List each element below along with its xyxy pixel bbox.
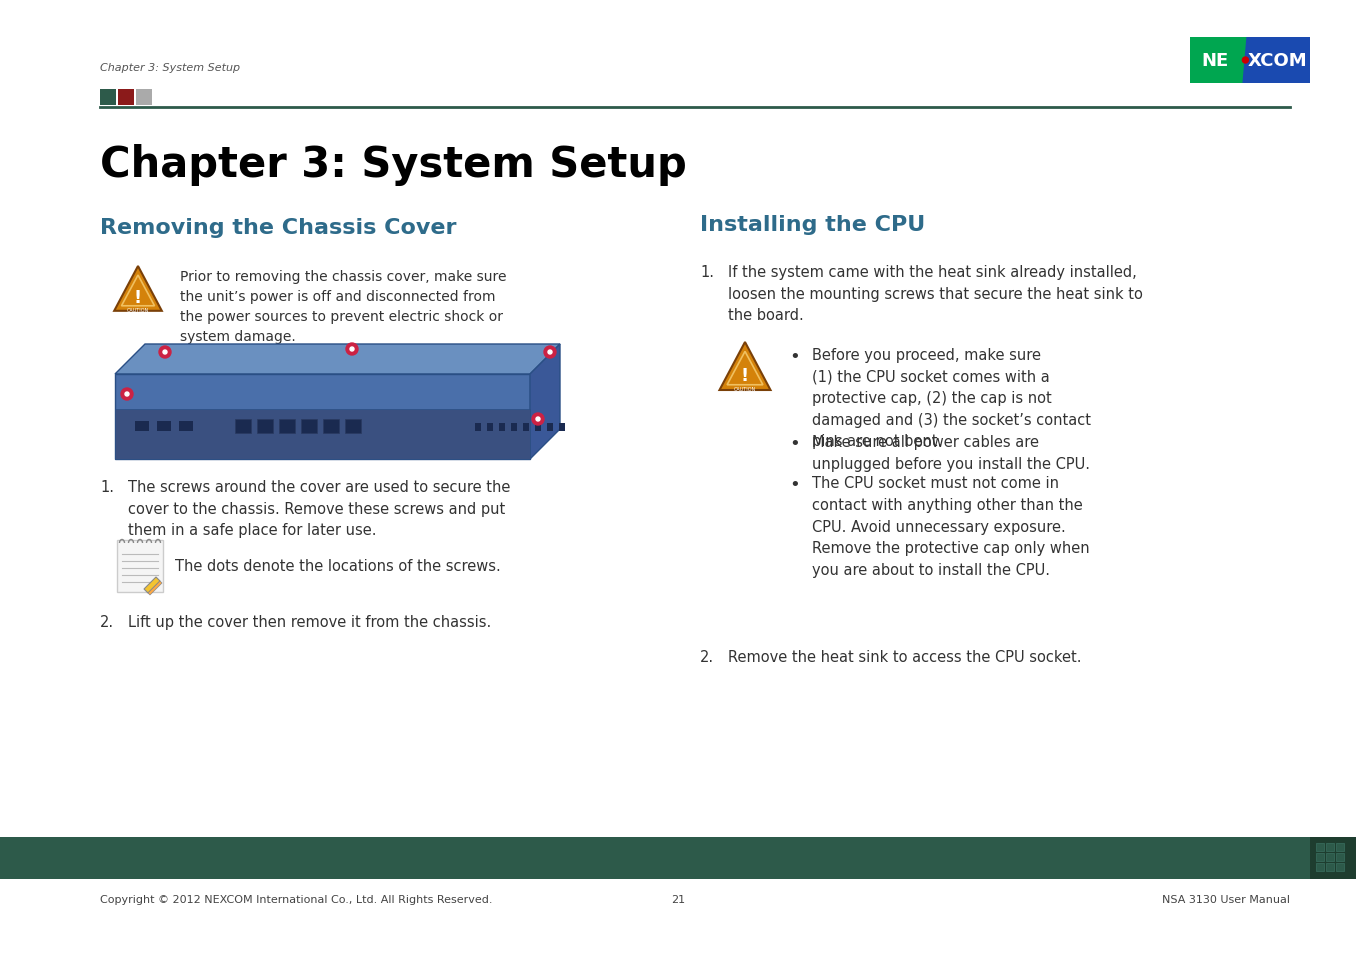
Bar — [117, 540, 163, 593]
Text: !: ! — [134, 289, 142, 307]
Circle shape — [350, 348, 354, 352]
Text: •: • — [789, 476, 800, 494]
Text: 1.: 1. — [100, 479, 114, 495]
Bar — [344, 419, 361, 434]
Bar — [1336, 863, 1344, 871]
Polygon shape — [144, 578, 160, 594]
Bar — [1336, 853, 1344, 862]
Text: If the system came with the heat sink already installed,
loosen the mounting scr: If the system came with the heat sink al… — [728, 265, 1143, 323]
Bar — [0, 837, 1356, 879]
Text: Copyright © 2012 NEXCOM International Co., Ltd. All Rights Reserved.: Copyright © 2012 NEXCOM International Co… — [100, 894, 492, 904]
Bar — [136, 90, 152, 106]
Text: Removing the Chassis Cover: Removing the Chassis Cover — [100, 218, 457, 237]
Circle shape — [536, 417, 540, 421]
Bar — [115, 375, 530, 459]
Polygon shape — [148, 581, 161, 596]
Bar — [475, 423, 481, 432]
Text: 2.: 2. — [100, 615, 114, 629]
Text: 21: 21 — [671, 894, 685, 904]
Text: Remove the heat sink to access the CPU socket.: Remove the heat sink to access the CPU s… — [728, 649, 1082, 664]
Text: •: • — [789, 348, 800, 366]
Bar — [499, 423, 504, 432]
Bar — [1310, 837, 1356, 879]
Text: Chapter 3: System Setup: Chapter 3: System Setup — [100, 144, 687, 186]
Bar — [511, 423, 517, 432]
Text: Lift up the cover then remove it from the chassis.: Lift up the cover then remove it from th… — [127, 615, 491, 629]
Bar — [1241, 38, 1310, 84]
Bar — [546, 423, 553, 432]
Circle shape — [346, 344, 358, 355]
Bar — [115, 410, 530, 459]
Bar — [1317, 863, 1323, 871]
Circle shape — [125, 393, 129, 396]
Polygon shape — [114, 267, 161, 312]
Text: The dots denote the locations of the screws.: The dots denote the locations of the scr… — [175, 558, 500, 574]
Polygon shape — [1230, 38, 1246, 84]
Circle shape — [548, 351, 552, 355]
Text: CAUTION: CAUTION — [734, 387, 757, 392]
Text: !: ! — [740, 367, 749, 385]
Bar — [118, 90, 134, 106]
Bar — [136, 421, 149, 432]
Bar — [523, 423, 529, 432]
Circle shape — [163, 351, 167, 355]
Circle shape — [532, 414, 544, 426]
Bar — [1317, 853, 1323, 862]
Text: NE: NE — [15, 848, 42, 866]
Polygon shape — [38, 842, 54, 872]
Bar — [258, 419, 273, 434]
Text: Chapter 3: System Setup: Chapter 3: System Setup — [100, 63, 240, 73]
Text: 1.: 1. — [700, 265, 715, 280]
Text: NSA 3130 User Manual: NSA 3130 User Manual — [1162, 894, 1290, 904]
Circle shape — [1242, 58, 1249, 64]
Text: XCOM: XCOM — [47, 848, 107, 866]
Text: XCOM: XCOM — [1248, 52, 1307, 70]
Text: •: • — [789, 435, 800, 453]
Polygon shape — [530, 345, 560, 459]
Bar — [1326, 853, 1334, 862]
Circle shape — [544, 347, 556, 358]
Text: Prior to removing the chassis cover, make sure
the unit’s power is off and disco: Prior to removing the chassis cover, mak… — [180, 270, 507, 344]
Bar — [536, 423, 541, 432]
Circle shape — [159, 347, 171, 358]
Bar — [1326, 843, 1334, 851]
Bar — [179, 421, 193, 432]
Circle shape — [121, 389, 133, 400]
Bar — [323, 419, 339, 434]
Bar — [1336, 843, 1344, 851]
Bar — [301, 419, 317, 434]
Bar — [100, 90, 117, 106]
Text: Before you proceed, make sure
(1) the CPU socket comes with a
protective cap, (2: Before you proceed, make sure (1) the CP… — [812, 348, 1092, 449]
Bar — [487, 423, 494, 432]
Text: NE: NE — [1201, 52, 1229, 70]
Text: The CPU socket must not come in
contact with anything other than the
CPU. Avoid : The CPU socket must not come in contact … — [812, 476, 1090, 578]
Bar — [1326, 863, 1334, 871]
Bar — [1317, 843, 1323, 851]
Text: Installing the CPU: Installing the CPU — [700, 214, 925, 234]
Text: 2.: 2. — [700, 649, 715, 664]
Polygon shape — [720, 343, 770, 391]
Text: Make sure all power cables are
unplugged before you install the CPU.: Make sure all power cables are unplugged… — [812, 435, 1090, 472]
Bar — [559, 423, 565, 432]
Circle shape — [50, 854, 56, 861]
Text: The screws around the cover are used to secure the
cover to the chassis. Remove : The screws around the cover are used to … — [127, 479, 510, 537]
Text: CAUTION: CAUTION — [127, 308, 149, 313]
Bar — [157, 421, 171, 432]
Bar — [8, 842, 47, 872]
Bar — [1191, 38, 1241, 84]
Bar — [279, 419, 296, 434]
Bar — [47, 842, 103, 872]
Polygon shape — [115, 345, 560, 375]
Bar — [235, 419, 251, 434]
